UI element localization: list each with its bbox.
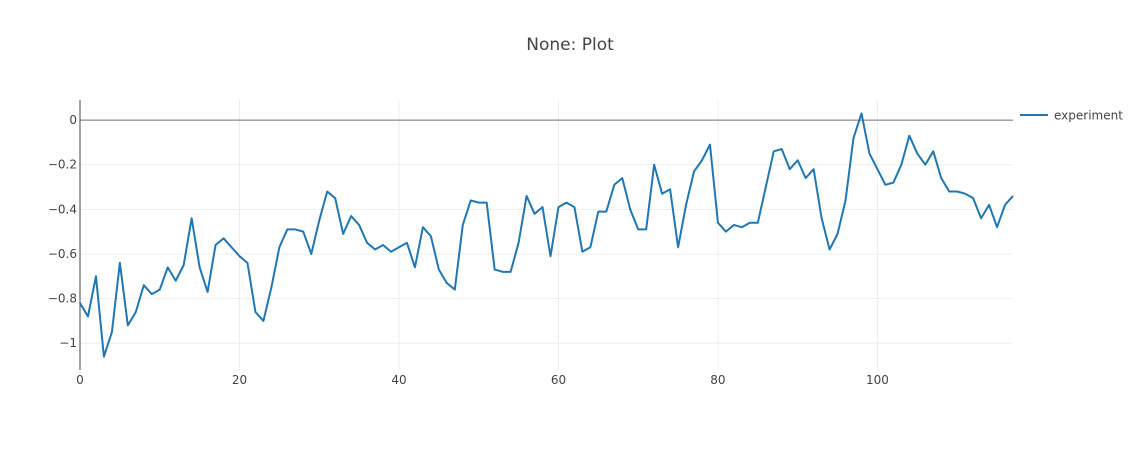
y-tick-label: −0.4: [48, 202, 77, 216]
x-tick-label: 0: [76, 373, 84, 387]
x-tick-label: 40: [391, 373, 406, 387]
y-tick-label: 0: [69, 113, 77, 127]
x-tick-label: 80: [710, 373, 725, 387]
legend-label-experiment: experiment: [1054, 109, 1123, 123]
x-tick-label: 100: [866, 373, 889, 387]
y-tick-label: −0.8: [48, 292, 77, 306]
axes: 0 20 40 60 80 100 0 −0.2 −0.4 −0.6 −0.8 −1: [48, 100, 1013, 387]
y-tick-label: −0.6: [48, 247, 77, 261]
series-line-experiment: [79, 112, 1014, 358]
series-layer: [79, 112, 1014, 358]
chart-title: None: Plot: [526, 35, 614, 55]
x-tick-label: 60: [551, 373, 566, 387]
x-tick-label: 20: [232, 373, 247, 387]
grid: [80, 100, 1013, 370]
legend[interactable]: experiment: [1020, 109, 1123, 123]
y-tick-label: −1: [59, 336, 77, 350]
y-tick-label: −0.2: [48, 158, 77, 172]
